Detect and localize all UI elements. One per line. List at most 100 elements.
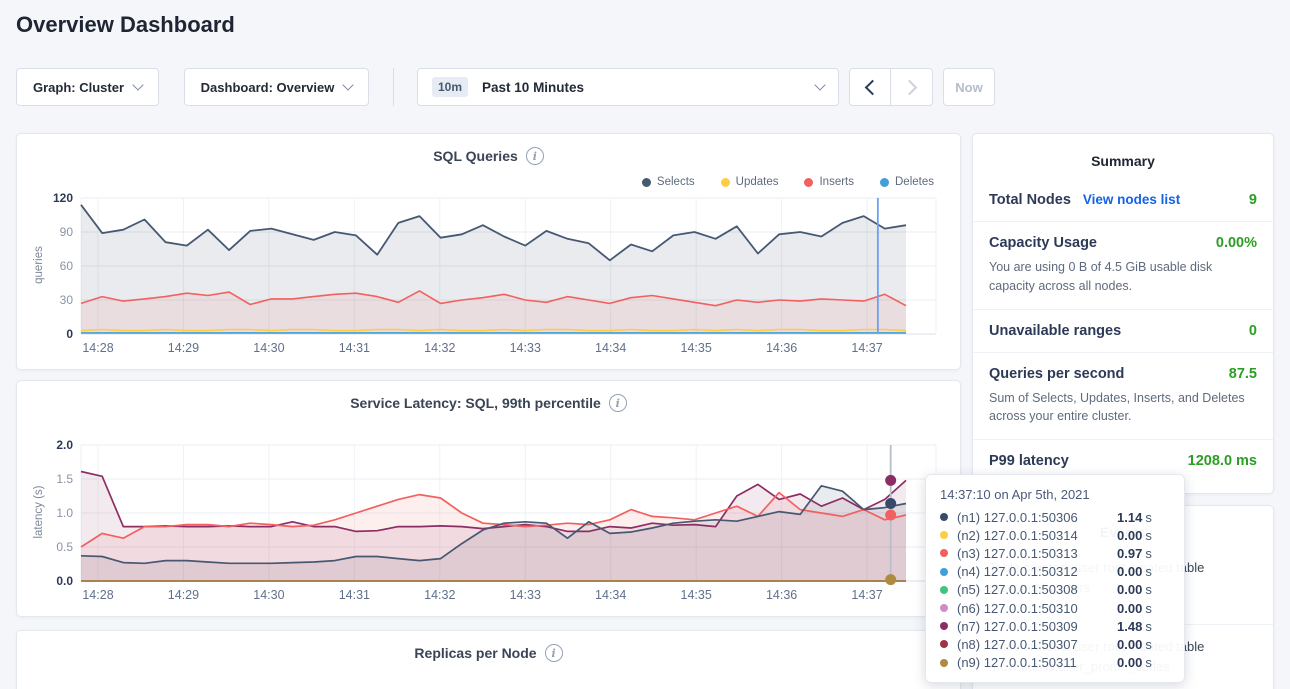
svg-text:120: 120 — [53, 191, 73, 205]
series-dot — [940, 622, 948, 630]
series-dot — [940, 604, 948, 612]
series-dot — [940, 586, 948, 594]
tooltip-value: 0.97 — [1117, 546, 1142, 561]
tooltip-node-label: (n9) 127.0.0.1:50311 — [957, 655, 1117, 670]
tooltip-row: (n5) 127.0.0.1:503080.00s — [940, 581, 1170, 599]
tooltip-value: 0.00 — [1117, 564, 1142, 579]
sql-queries-chart[interactable]: 030609012014:2814:2914:3014:3114:3214:33… — [17, 134, 960, 369]
summary-item-row: Unavailable ranges0 — [989, 323, 1257, 339]
sql-queries-chart-card: SQL Queries i SelectsUpdatesInsertsDelet… — [16, 133, 961, 370]
svg-text:14:35: 14:35 — [681, 341, 712, 355]
svg-text:2.0: 2.0 — [56, 438, 73, 452]
svg-text:14:30: 14:30 — [253, 341, 284, 355]
tooltip-node-label: (n1) 127.0.0.1:50306 — [957, 510, 1117, 525]
summary-item: Total NodesView nodes list9 — [973, 179, 1273, 222]
svg-text:14:30: 14:30 — [253, 588, 284, 602]
service-latency-chart[interactable]: 0.00.51.01.52.014:2814:2914:3014:3114:32… — [17, 381, 960, 616]
tooltip-unit: s — [1145, 564, 1152, 579]
graph-dropdown[interactable]: Graph: Cluster — [16, 68, 159, 106]
summary-item-label: Capacity Usage — [989, 235, 1097, 251]
summary-item-label: Queries per second — [989, 366, 1124, 382]
tooltip-unit: s — [1145, 601, 1152, 616]
chevron-left-icon — [864, 79, 880, 95]
graph-dropdown-label: Graph: Cluster — [33, 80, 124, 95]
svg-text:0.5: 0.5 — [56, 540, 73, 554]
svg-text:14:37: 14:37 — [851, 341, 882, 355]
tooltip-row: (n7) 127.0.0.1:503091.48s — [940, 617, 1170, 635]
series-dot — [940, 549, 948, 557]
summary-item-value: 1208.0 ms — [1188, 453, 1257, 469]
replicas-per-node-chart-card: Replicas per Node i — [16, 630, 961, 689]
chevron-down-icon — [343, 79, 354, 90]
summary-item-value: 0.00% — [1216, 235, 1257, 251]
svg-text:14:29: 14:29 — [168, 588, 199, 602]
summary-item-row: Total NodesView nodes list9 — [989, 192, 1257, 208]
series-dot — [940, 640, 948, 648]
tooltip-row: (n6) 127.0.0.1:503100.00s — [940, 599, 1170, 617]
dashboard-dropdown-label: Dashboard: Overview — [201, 80, 335, 95]
svg-text:14:36: 14:36 — [766, 588, 797, 602]
svg-text:0: 0 — [66, 327, 73, 341]
tooltip-unit: s — [1145, 619, 1152, 634]
next-time-button[interactable] — [891, 68, 933, 106]
tooltip-node-label: (n5) 127.0.0.1:50308 — [957, 582, 1117, 597]
info-icon[interactable]: i — [545, 644, 563, 662]
summary-item-row: Capacity Usage 0.00% — [989, 235, 1257, 251]
tooltip-unit: s — [1145, 546, 1152, 561]
tooltip-value: 0.00 — [1117, 601, 1142, 616]
svg-text:14:32: 14:32 — [424, 341, 455, 355]
tooltip-unit: s — [1145, 655, 1152, 670]
tooltip-row: (n8) 127.0.0.1:503070.00s — [940, 635, 1170, 653]
tooltip-value: 0.00 — [1117, 528, 1142, 543]
tooltip-value: 1.14 — [1117, 510, 1142, 525]
page-title: Overview Dashboard — [16, 12, 235, 38]
time-range-selector[interactable]: 10m Past 10 Minutes — [417, 68, 839, 106]
overview-dashboard-page: Overview Dashboard Graph: Cluster Dashbo… — [0, 0, 1290, 689]
svg-text:14:37: 14:37 — [851, 588, 882, 602]
view-nodes-list-link[interactable]: View nodes list — [1083, 192, 1249, 207]
svg-text:14:28: 14:28 — [82, 341, 113, 355]
svg-text:14:31: 14:31 — [339, 588, 370, 602]
svg-text:14:31: 14:31 — [339, 341, 370, 355]
chart-title-row: Replicas per Node i — [17, 644, 960, 662]
tooltip-node-label: (n2) 127.0.0.1:50314 — [957, 528, 1117, 543]
svg-text:30: 30 — [60, 293, 74, 307]
tooltip-value: 0.00 — [1117, 582, 1142, 597]
summary-title: Summary — [973, 134, 1273, 179]
prev-time-button[interactable] — [849, 68, 891, 106]
tooltip-row: (n4) 127.0.0.1:503120.00s — [940, 563, 1170, 581]
tooltip-unit: s — [1145, 510, 1152, 525]
svg-text:14:34: 14:34 — [595, 588, 626, 602]
chevron-right-icon — [902, 79, 918, 95]
chart-title: Replicas per Node — [414, 645, 536, 661]
tooltip-value: 1.48 — [1117, 619, 1142, 634]
tooltip-row: (n9) 127.0.0.1:503110.00s — [940, 654, 1170, 672]
tooltip-rows: (n1) 127.0.0.1:503061.14s(n2) 127.0.0.1:… — [940, 508, 1170, 672]
tooltip-node-label: (n6) 127.0.0.1:50310 — [957, 601, 1117, 616]
svg-text:0.0: 0.0 — [56, 574, 73, 588]
tooltip-node-label: (n4) 127.0.0.1:50312 — [957, 564, 1117, 579]
tooltip-unit: s — [1145, 637, 1152, 652]
svg-text:14:33: 14:33 — [510, 341, 541, 355]
time-step-buttons — [849, 68, 933, 106]
svg-text:14:36: 14:36 — [766, 341, 797, 355]
tooltip-node-label: (n3) 127.0.0.1:50313 — [957, 546, 1117, 561]
svg-text:14:29: 14:29 — [168, 341, 199, 355]
now-button[interactable]: Now — [943, 68, 995, 106]
summary-item-label: Unavailable ranges — [989, 323, 1121, 339]
time-range-badge: 10m — [432, 77, 468, 97]
dashboard-dropdown[interactable]: Dashboard: Overview — [184, 68, 369, 106]
summary-panel: Summary Total NodesView nodes list9 Capac… — [972, 133, 1274, 494]
svg-text:14:35: 14:35 — [681, 588, 712, 602]
svg-text:14:28: 14:28 — [82, 588, 113, 602]
summary-item-value: 87.5 — [1229, 366, 1257, 382]
tooltip-timestamp: 14:37:10 on Apr 5th, 2021 — [940, 487, 1170, 502]
svg-text:1.5: 1.5 — [56, 472, 73, 486]
chevron-down-icon — [814, 79, 825, 90]
svg-text:14:32: 14:32 — [424, 588, 455, 602]
tooltip-value: 0.00 — [1117, 637, 1142, 652]
chart-hover-tooltip: 14:37:10 on Apr 5th, 2021 (n1) 127.0.0.1… — [925, 474, 1185, 683]
summary-item-description: Sum of Selects, Updates, Inserts, and De… — [989, 389, 1257, 427]
summary-item-value: 9 — [1249, 192, 1257, 208]
svg-text:14:33: 14:33 — [510, 588, 541, 602]
